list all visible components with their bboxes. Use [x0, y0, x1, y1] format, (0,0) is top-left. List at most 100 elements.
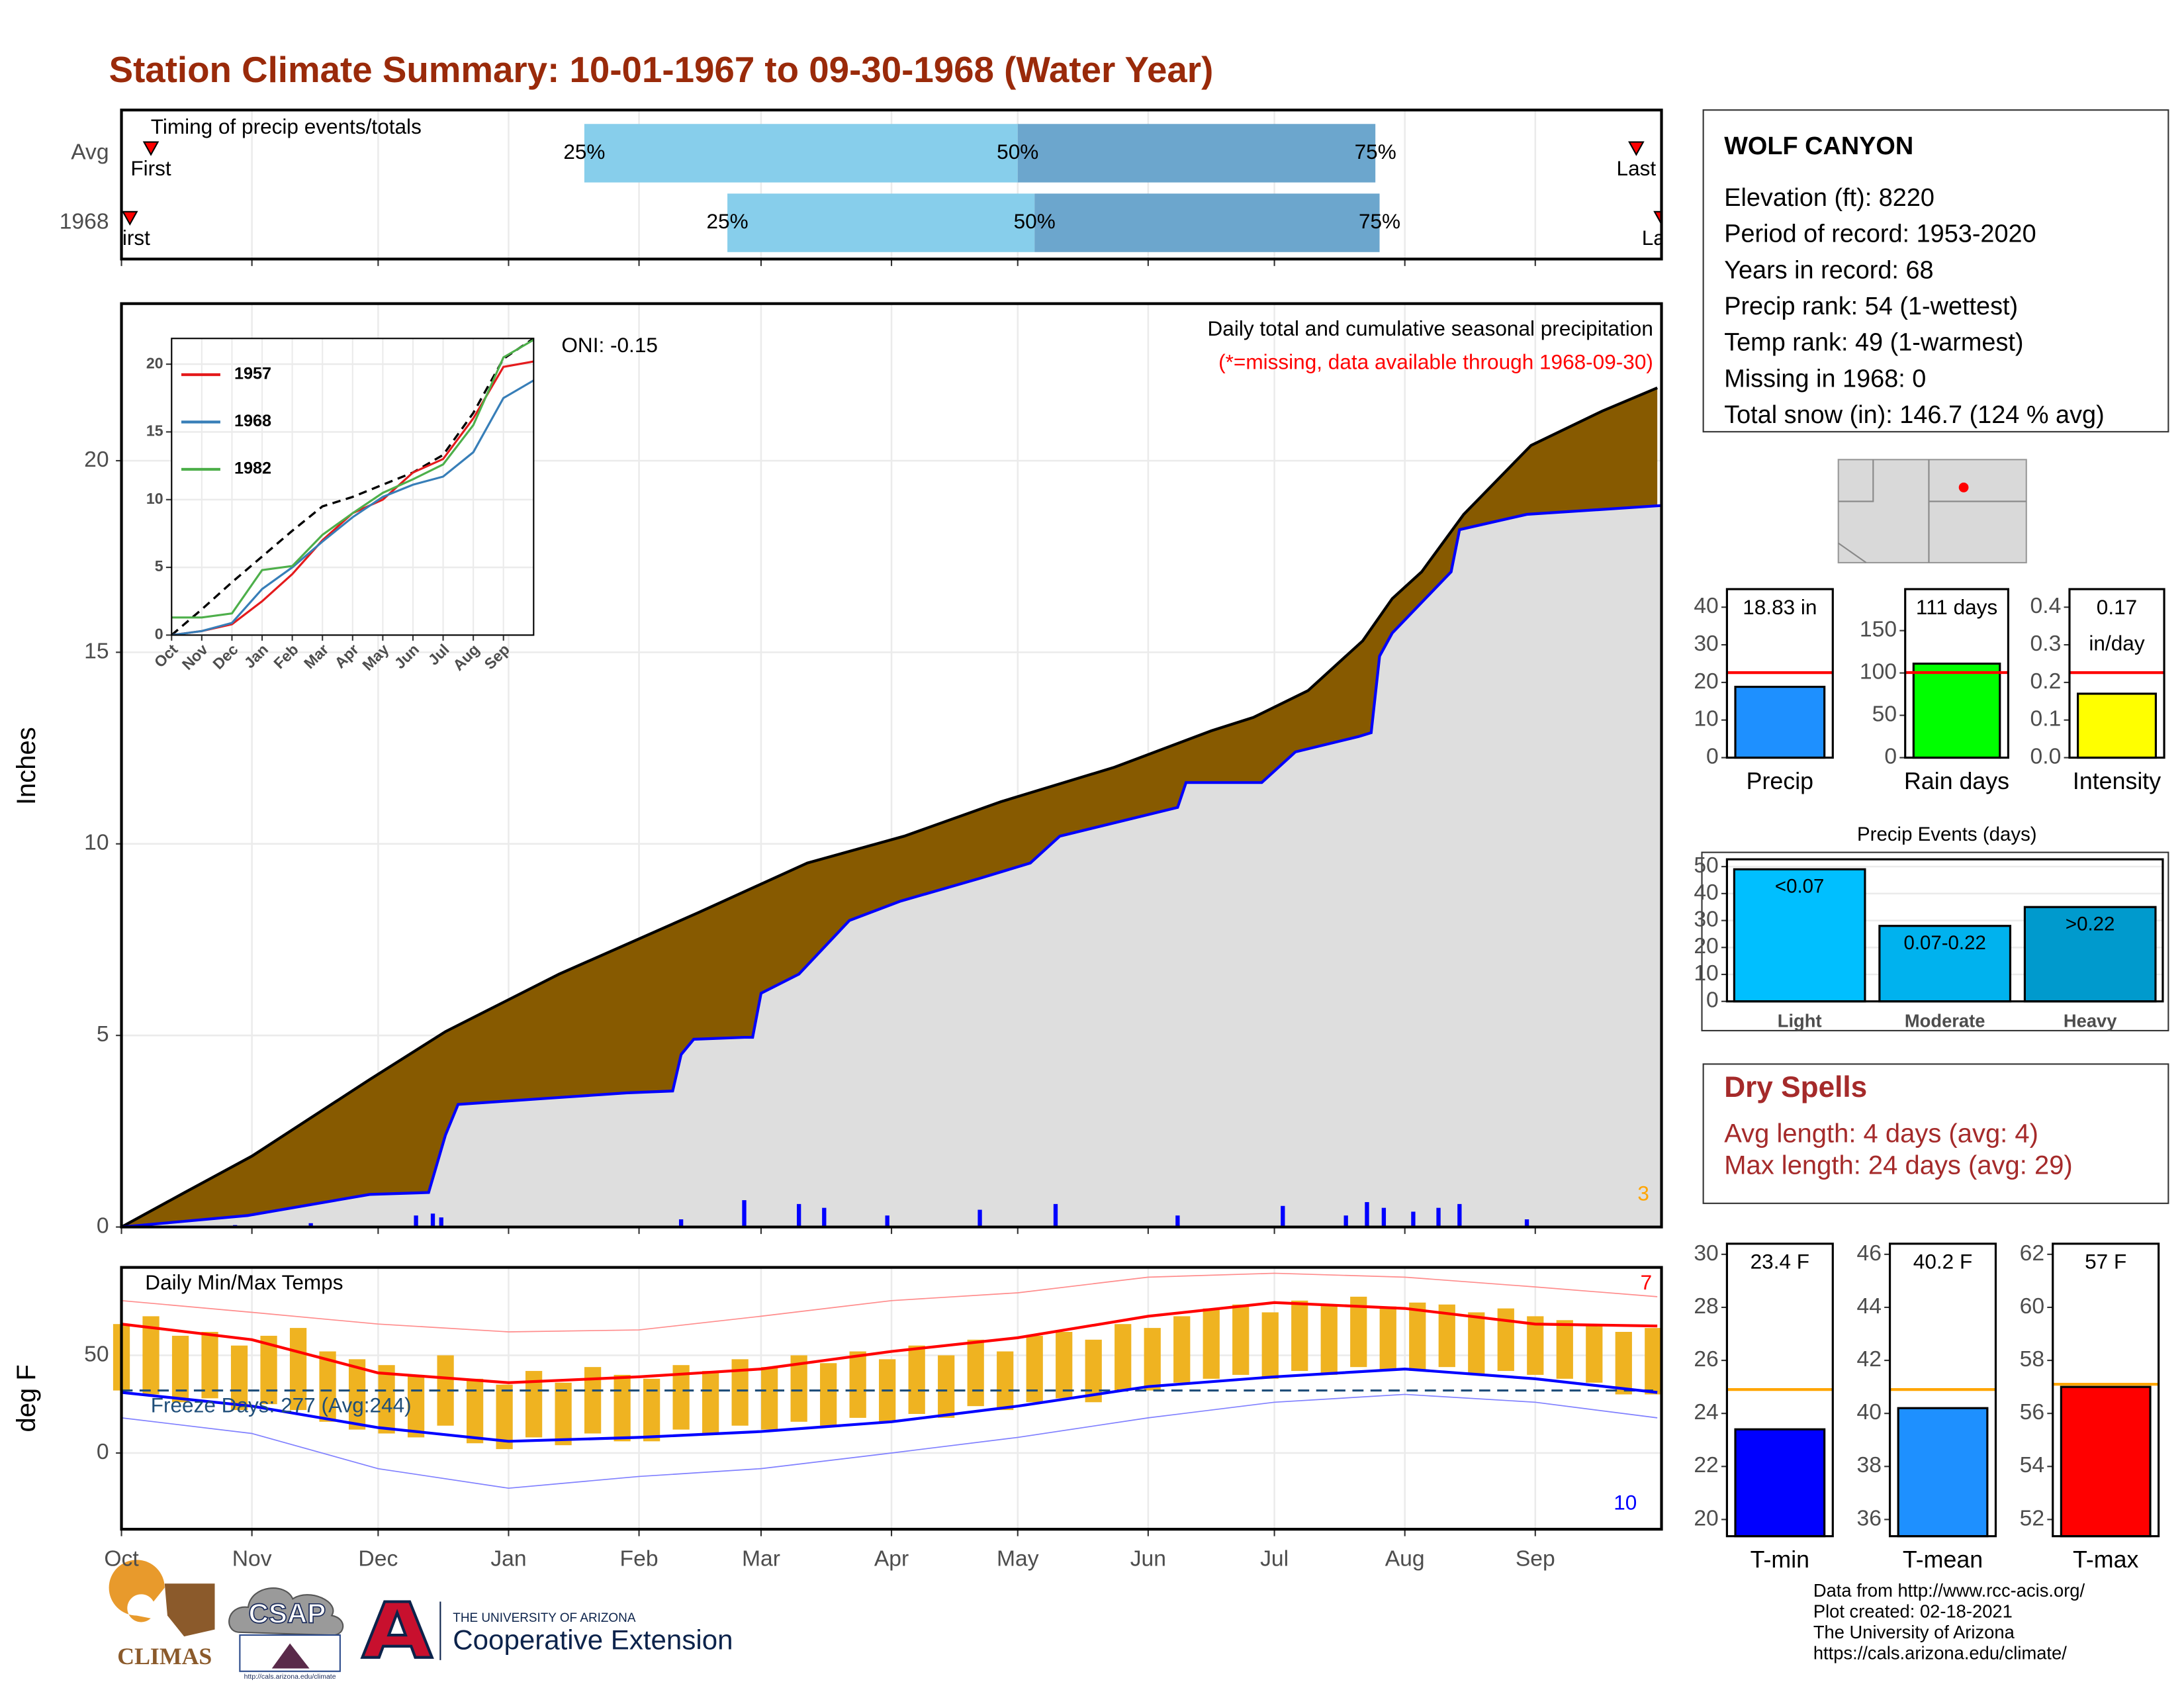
range-bar — [727, 193, 1035, 252]
temp-range-bar — [466, 1378, 484, 1444]
station-name: WOLF CANYON — [1724, 132, 1913, 160]
x-tick-label: Aug — [1385, 1546, 1425, 1571]
daily-precip-bar — [1436, 1207, 1441, 1227]
marker-label: Last — [1642, 226, 1682, 250]
daily-precip-bar — [885, 1215, 889, 1227]
plot-frame — [1725, 858, 2164, 1003]
daily-precip-bar — [414, 1215, 418, 1227]
category-label: Heavy — [2064, 1011, 2117, 1031]
range-bar — [1034, 193, 1380, 252]
climas-emblem — [109, 1560, 165, 1622]
temp-range-bar — [496, 1384, 513, 1450]
category-label: T-min — [1751, 1546, 1809, 1573]
y-tick-label: 60 — [2020, 1294, 2044, 1319]
y-tick-label: 10 — [1694, 961, 1718, 986]
y-tick-label: 30 — [1694, 1241, 1718, 1266]
y-tick-label: Avg — [71, 140, 109, 164]
category-label: Moderate — [1905, 1011, 1985, 1031]
x-tick-label: Sep — [1516, 1546, 1555, 1571]
temp-range-bar — [643, 1378, 660, 1442]
locator-map — [1837, 459, 2027, 564]
station-line: Total snow (in): 146.7 (124 % avg) — [1724, 401, 2104, 429]
category-label: T-max — [2073, 1546, 2138, 1573]
daily-precip-bar — [742, 1200, 747, 1227]
panel-frame — [120, 1266, 1663, 1531]
y-tick-label: 50 — [1694, 853, 1718, 878]
daily-precip-bar — [308, 1223, 313, 1227]
temp-range-bar — [1527, 1316, 1544, 1375]
temp-range-bar — [1203, 1308, 1220, 1379]
temp-line — [121, 1272, 1658, 1333]
category-label: Precip — [1747, 768, 1813, 794]
series-line — [171, 338, 534, 619]
x-tick-label: Apr — [874, 1546, 909, 1571]
marker-label: 75% — [1355, 140, 1396, 164]
temp-range-bar — [1115, 1324, 1132, 1391]
daily-precip-bar — [1053, 1203, 1058, 1227]
y-tick-label: 22 — [1694, 1453, 1718, 1477]
temp-range-bar — [584, 1367, 602, 1434]
cumulative-line — [121, 387, 1658, 1227]
panel-frame — [120, 109, 1663, 261]
station-dot — [1958, 483, 1969, 492]
footer-line: https://cals.arizona.edu/climate/ — [1813, 1643, 2067, 1664]
y-tick-label: 50 — [1872, 702, 1897, 726]
panel-label: Daily Min/Max Temps — [145, 1270, 343, 1294]
temp-range-bar — [555, 1382, 572, 1446]
temp-range-bar — [761, 1367, 778, 1430]
y-tick-label: 5 — [155, 557, 163, 575]
temp-range-bar — [230, 1345, 248, 1411]
y-tick-label: 0 — [1706, 988, 1719, 1013]
page-title: Station Climate Summary: 10-01-1967 to 0… — [109, 49, 1214, 90]
x-tick-label: Feb — [620, 1546, 659, 1571]
y-tick-label: 24 — [1694, 1400, 1718, 1425]
dry-spells-title: Dry Spells — [1724, 1071, 1867, 1103]
bar — [1878, 925, 2012, 1003]
temp-range-bar — [1350, 1296, 1367, 1368]
dry-spells-box — [1702, 1063, 2169, 1204]
y-tick-label: 20 — [84, 447, 109, 472]
y-tick-label: 54 — [2020, 1453, 2044, 1477]
temp-range-bar — [1173, 1316, 1191, 1383]
daily-precip-bar — [1524, 1219, 1529, 1227]
bar — [2060, 1385, 2152, 1538]
max-count: 7 — [1641, 1270, 1653, 1294]
temp-range-bar — [1320, 1304, 1338, 1375]
y-tick-label: 5 — [97, 1022, 109, 1047]
bar — [2077, 692, 2158, 759]
marker-label: Last — [1617, 156, 1657, 180]
temp-range-bar — [289, 1328, 307, 1411]
daily-precip-bar — [822, 1207, 827, 1227]
map-region — [1837, 459, 2027, 564]
range-bar — [1017, 124, 1376, 183]
temp-range-bar — [614, 1374, 631, 1442]
y-axis-label: Inches — [12, 727, 41, 805]
y-tick-label: 0 — [97, 1440, 109, 1464]
cumulative-line — [121, 504, 1662, 1227]
logos: CLIMAS CSAP http://cals.arizona.edu/clim… — [109, 1560, 733, 1681]
temp-range-bar — [378, 1365, 395, 1434]
climas-emblem — [164, 1583, 215, 1637]
y-tick-label: 30 — [1694, 907, 1718, 931]
temp-range-bar — [201, 1332, 218, 1399]
y-tick-label: 0 — [97, 1213, 109, 1238]
footer-line: Plot created: 02-18-2021 — [1813, 1601, 2013, 1622]
plot-frame — [1888, 1243, 1997, 1538]
series-line — [171, 379, 534, 635]
temp-range-bar — [171, 1335, 189, 1403]
freeze-label: Freeze Days: 277 (Avg:244) — [151, 1393, 412, 1417]
temp-range-bar — [967, 1339, 984, 1407]
y-tick-label: 38 — [1857, 1453, 1882, 1477]
daily-precip-bar — [439, 1217, 443, 1227]
y-tick-label: 0 — [1706, 744, 1719, 769]
chart-title: Daily total and cumulative seasonal prec… — [1208, 316, 1653, 340]
temp-range-bar — [407, 1374, 425, 1438]
x-tick-label: Nov — [232, 1546, 272, 1571]
bar — [2023, 906, 2157, 1003]
events-title: Precip Events (days) — [1857, 823, 2037, 845]
temp-range-bar — [997, 1351, 1014, 1411]
value-label: 18.83 in — [1743, 595, 1817, 619]
unit-label: in/day — [2089, 631, 2144, 655]
temp-range-bar — [1556, 1320, 1573, 1379]
